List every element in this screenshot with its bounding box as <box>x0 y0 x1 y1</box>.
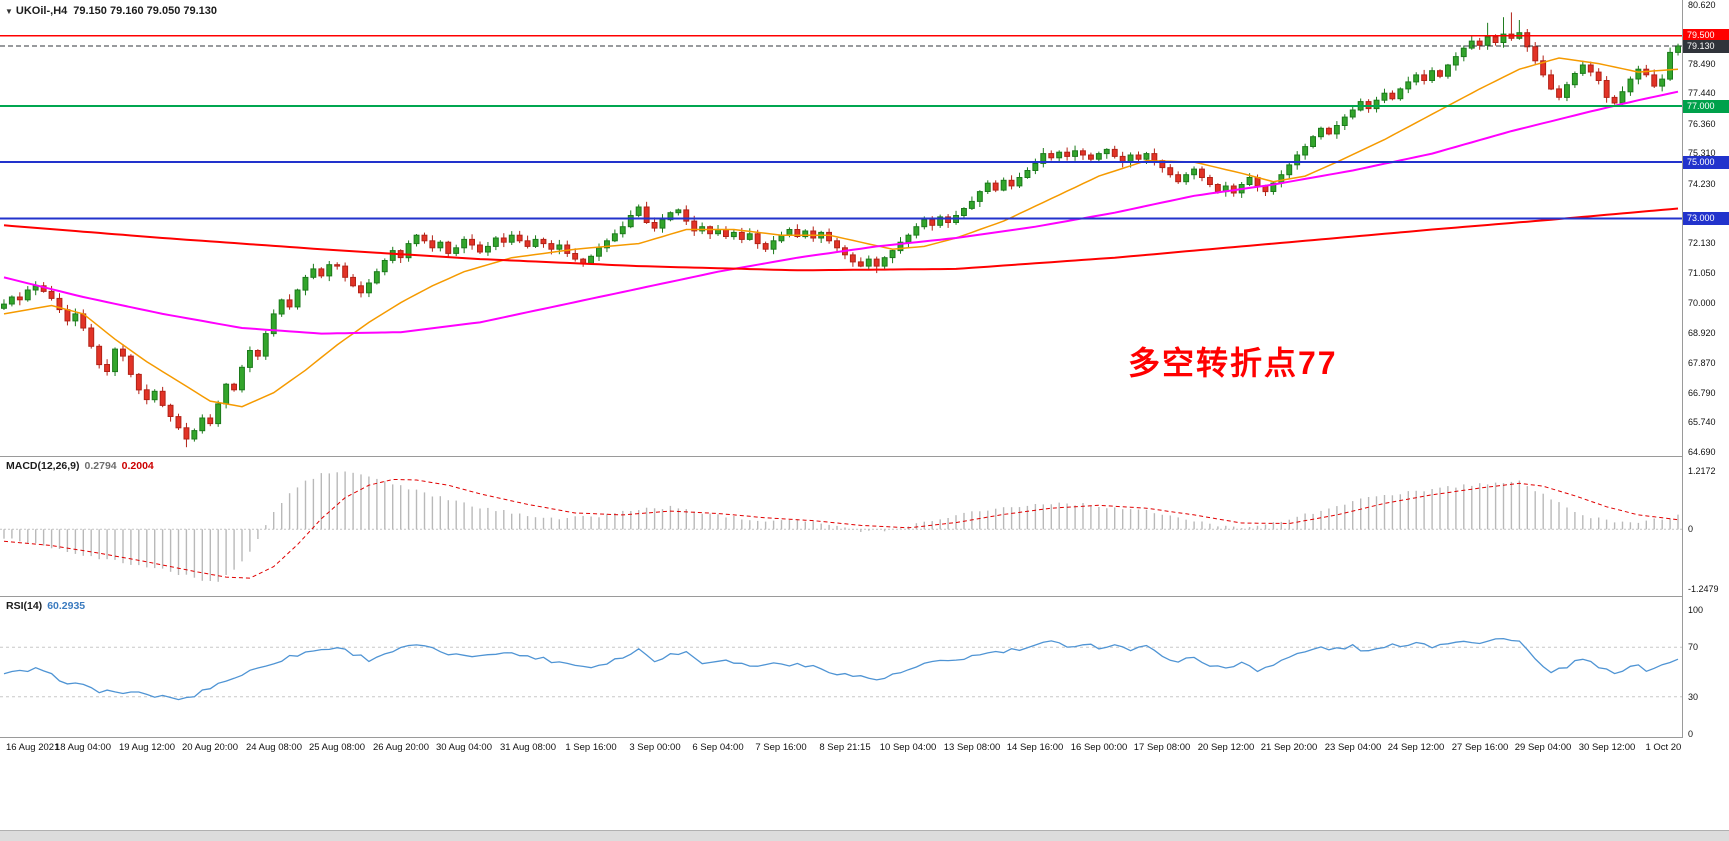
macd-tick-label: 1.2172 <box>1688 466 1716 476</box>
time-label: 30 Sep 12:00 <box>1578 742 1636 753</box>
price-tick-label: 67.870 <box>1688 357 1716 368</box>
price-badge: 79.130 <box>1683 39 1729 53</box>
panel-separator-macd[interactable] <box>0 456 1729 457</box>
price-tick-label: 80.620 <box>1688 0 1716 10</box>
time-label: 30 Aug 04:00 <box>436 742 492 753</box>
macd-panel: MACD(12,26,9) 0.2794 0.2004 <box>0 457 1682 596</box>
price-badge: 75.000 <box>1683 156 1729 170</box>
price-chart-canvas[interactable] <box>0 0 1682 456</box>
symbol-name: UKOil-,H4 <box>15 5 68 17</box>
macd-canvas[interactable] <box>0 457 1682 596</box>
price-tick-label: 71.050 <box>1688 268 1716 279</box>
time-label: 13 Sep 08:00 <box>943 742 1001 753</box>
price-tick-label: 66.790 <box>1688 387 1716 398</box>
price-tick-label: 75.310 <box>1688 148 1716 159</box>
macd-tick-label: 0 <box>1688 524 1694 535</box>
macd-main-value: 0.2794 <box>84 460 117 472</box>
time-label: 27 Sep 16:00 <box>1451 742 1509 753</box>
rsi-tick-label: 100 <box>1688 605 1704 615</box>
time-label: 17 Sep 08:00 <box>1133 742 1191 753</box>
rsi-panel: RSI(14) 60.2935 <box>0 597 1682 737</box>
rsi-name: RSI(14) <box>6 600 43 612</box>
ma-line-mid-magenta <box>3 90 1679 335</box>
time-label: 6 Sep 04:00 <box>692 742 744 753</box>
ma-line-fast-orange <box>3 57 1679 408</box>
macd-histogram <box>3 471 1679 582</box>
time-axis[interactable]: 16 Aug 2021 18 Aug 04:00 19 Aug 12:00 20 Au… <box>0 738 1682 758</box>
price-tick-label: 74.230 <box>1688 178 1716 189</box>
time-label: 1 Oct 20:00 <box>1645 742 1682 753</box>
time-label: 20 Sep 12:00 <box>1197 742 1255 753</box>
price-tick-label: 77.440 <box>1688 88 1716 99</box>
chart-title: ▼ UKOil-,H4 79.150 79.160 79.050 79.130 <box>5 5 217 17</box>
price-chart-panel: ▼ UKOil-,H4 79.150 79.160 79.050 79.130 多空… <box>0 0 1682 456</box>
price-badge: 79.500 <box>1683 29 1729 43</box>
time-label: 31 Aug 08:00 <box>500 742 556 753</box>
rsi-tick-label: 70 <box>1688 642 1699 653</box>
price-tick-label: 78.490 <box>1688 58 1716 69</box>
price-axis[interactable]: 80.620 78.490 77.440 76.360 75.310 74.230 72.1… <box>1682 0 1729 739</box>
panel-separator-time <box>0 737 1729 738</box>
price-tick-label: 64.690 <box>1688 447 1716 457</box>
macd-signal-value: 0.2004 <box>121 460 154 472</box>
dropdown-marker-icon[interactable]: ▼ <box>5 7 13 16</box>
time-label: 20 Aug 20:00 <box>182 742 238 753</box>
rsi-canvas[interactable] <box>0 597 1682 737</box>
time-label: 7 Sep 16:00 <box>755 742 807 753</box>
time-label: 23 Sep 04:00 <box>1324 742 1382 753</box>
ohlc-values: 79.150 79.160 79.050 79.130 <box>73 5 218 17</box>
horizontal-lines-group <box>0 34 1682 220</box>
price-tick-label: 65.740 <box>1688 417 1716 428</box>
time-label: 10 Sep 04:00 <box>879 742 937 753</box>
time-label: 8 Sep 21:15 <box>819 742 871 753</box>
time-label: 25 Aug 08:00 <box>309 742 365 753</box>
time-label: 19 Aug 12:00 <box>119 742 175 753</box>
price-tick-label: 76.360 <box>1688 118 1716 129</box>
macd-tick-label: -1.2479 <box>1688 584 1719 594</box>
time-label: 26 Aug 20:00 <box>373 742 429 753</box>
rsi-line <box>3 637 1679 701</box>
time-label: 16 Sep 00:00 <box>1070 742 1128 753</box>
rsi-tick-label: 0 <box>1688 729 1694 739</box>
annotation-text[interactable]: 多空转折点77 <box>1128 345 1338 381</box>
macd-label: MACD(12,26,9) 0.2794 0.2004 <box>6 460 154 472</box>
time-label: 18 Aug 04:00 <box>55 742 111 753</box>
time-label: 16 Aug 2021 <box>6 742 60 753</box>
ma-line-slow-red <box>3 207 1679 272</box>
time-label: 3 Sep 00:00 <box>629 742 681 753</box>
macd-signal-line <box>3 478 1679 579</box>
rsi-value: 60.2935 <box>47 600 86 612</box>
rsi-tick-label: 30 <box>1688 691 1699 702</box>
macd-name: MACD(12,26,9) <box>6 460 80 472</box>
time-label: 24 Aug 08:00 <box>246 742 302 753</box>
time-label: 21 Sep 20:00 <box>1260 742 1318 753</box>
panel-separator-rsi[interactable] <box>0 596 1729 597</box>
price-tick-label: 72.130 <box>1688 237 1716 248</box>
rsi-label: RSI(14) 60.2935 <box>6 600 85 612</box>
time-label: 14 Sep 16:00 <box>1006 742 1064 753</box>
time-label: 24 Sep 12:00 <box>1387 742 1445 753</box>
price-badge: 73.000 <box>1683 212 1729 226</box>
bottom-strip <box>0 830 1729 841</box>
time-label: 1 Sep 16:00 <box>565 742 617 753</box>
time-label: 29 Sep 04:00 <box>1514 742 1572 753</box>
price-tick-label: 68.920 <box>1688 328 1716 339</box>
price-tick-label: 70.000 <box>1688 297 1716 308</box>
price-badge: 77.000 <box>1683 99 1729 113</box>
